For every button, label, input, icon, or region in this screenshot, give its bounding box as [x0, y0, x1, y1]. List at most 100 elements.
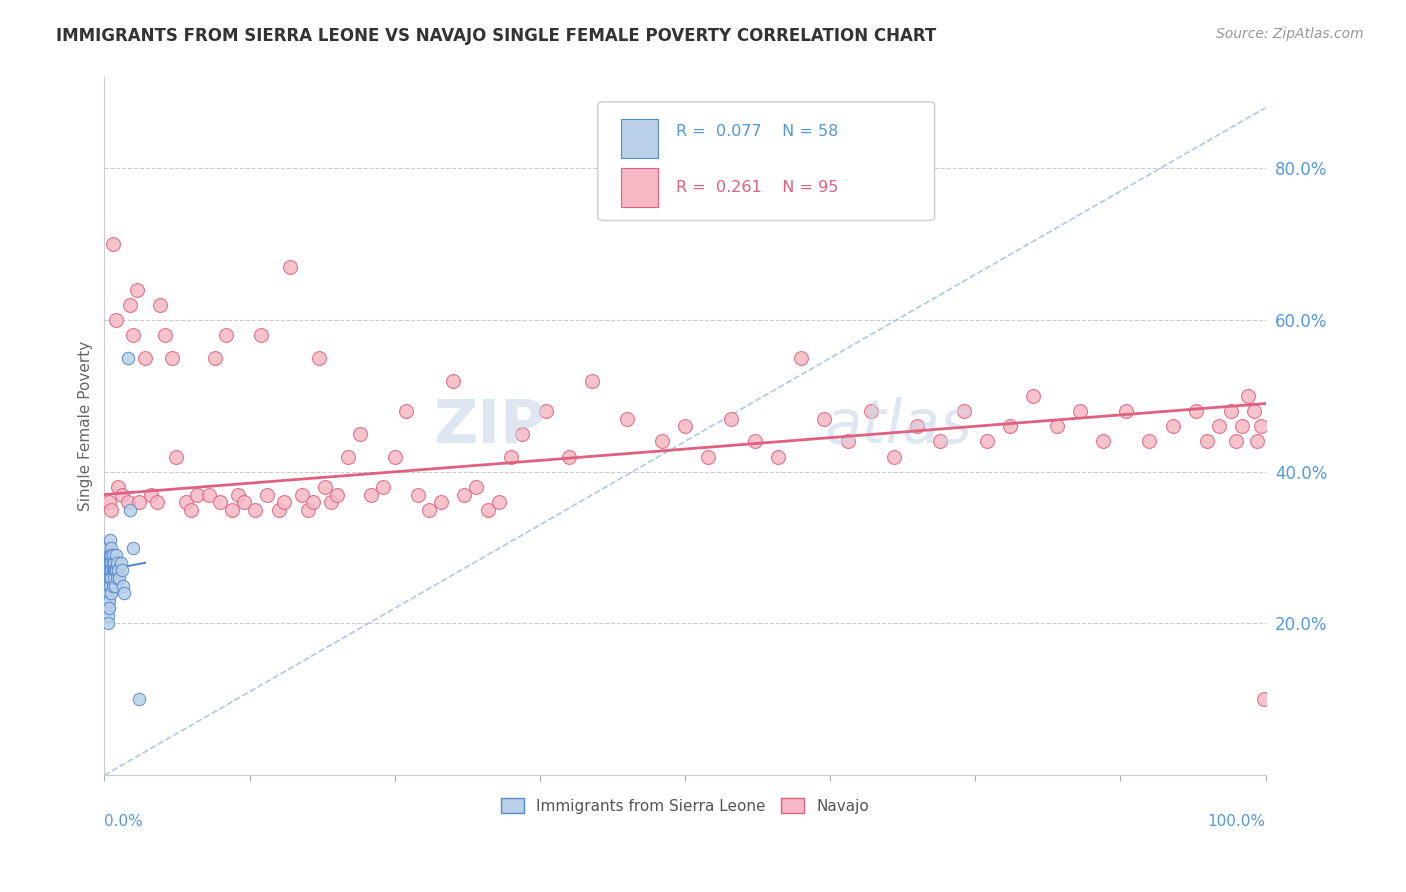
Point	[103, 563, 125, 577]
Point	[267, 502, 290, 516]
Point	[96, 593, 118, 607]
Point	[430, 495, 453, 509]
Point	[1232, 419, 1254, 434]
Point	[180, 502, 202, 516]
Point	[1185, 404, 1208, 418]
Point	[477, 502, 499, 516]
Point	[859, 404, 882, 418]
Point	[97, 563, 120, 577]
Point	[100, 571, 122, 585]
Point	[1022, 389, 1045, 403]
Point	[103, 556, 125, 570]
Point	[1091, 434, 1114, 449]
Point	[101, 556, 124, 570]
Point	[651, 434, 673, 449]
Point	[1253, 692, 1275, 706]
Point	[98, 563, 121, 577]
Point	[97, 556, 120, 570]
Point	[107, 480, 129, 494]
Point	[616, 411, 638, 425]
Point	[98, 548, 121, 562]
Point	[349, 426, 371, 441]
Point	[1115, 404, 1137, 418]
Point	[1237, 389, 1260, 403]
Point	[1161, 419, 1184, 434]
Point	[291, 487, 314, 501]
Point	[107, 563, 129, 577]
Point	[221, 502, 243, 516]
Point	[165, 450, 187, 464]
Point	[101, 548, 124, 562]
Point	[441, 374, 464, 388]
Point	[98, 495, 121, 509]
Point	[813, 411, 835, 425]
Point	[976, 434, 998, 449]
Point	[98, 571, 121, 585]
Point	[558, 450, 581, 464]
Bar	[621, 169, 658, 207]
Point	[112, 586, 135, 600]
Point	[97, 608, 120, 623]
Y-axis label: Single Female Poverty: Single Female Poverty	[79, 341, 93, 511]
Point	[929, 434, 952, 449]
Point	[105, 556, 128, 570]
Point	[371, 480, 394, 494]
FancyBboxPatch shape	[598, 102, 935, 220]
Point	[96, 578, 118, 592]
Point	[1197, 434, 1219, 449]
Point	[952, 404, 974, 418]
Point	[122, 328, 145, 343]
Point	[104, 313, 127, 327]
Point	[100, 563, 122, 577]
Point	[97, 586, 120, 600]
Text: R =  0.261    N = 95: R = 0.261 N = 95	[676, 180, 838, 195]
Point	[96, 556, 118, 570]
Point	[1045, 419, 1067, 434]
Point	[111, 487, 134, 501]
Point	[673, 419, 696, 434]
Point	[226, 487, 249, 501]
Point	[308, 351, 330, 365]
Point	[98, 556, 121, 570]
Point	[174, 495, 197, 509]
Point	[98, 548, 121, 562]
Point	[790, 351, 813, 365]
Text: ZIP: ZIP	[433, 397, 546, 456]
Point	[139, 487, 162, 501]
Point	[1219, 404, 1241, 418]
Point	[101, 563, 124, 577]
Bar	[621, 120, 658, 158]
Point	[1250, 419, 1272, 434]
Point	[256, 487, 278, 501]
Point	[198, 487, 221, 501]
Point	[117, 351, 139, 365]
Point	[998, 419, 1021, 434]
Point	[97, 541, 120, 555]
Point	[108, 571, 131, 585]
Point	[384, 450, 406, 464]
Text: 0.0%: 0.0%	[104, 814, 143, 829]
Point	[128, 495, 150, 509]
Point	[883, 450, 905, 464]
Point	[325, 487, 347, 501]
Point	[395, 404, 418, 418]
Point	[250, 328, 273, 343]
Point	[98, 571, 121, 585]
Point	[128, 692, 150, 706]
Point	[160, 351, 183, 365]
Point	[100, 548, 122, 562]
Point	[766, 450, 789, 464]
Point	[905, 419, 928, 434]
Point	[104, 563, 127, 577]
Point	[117, 495, 139, 509]
Point	[360, 487, 382, 501]
Point	[153, 328, 176, 343]
Point	[149, 298, 172, 312]
Point	[98, 593, 121, 607]
Point	[209, 495, 232, 509]
Point	[465, 480, 488, 494]
Point	[215, 328, 238, 343]
Point	[101, 237, 124, 252]
Point	[96, 571, 118, 585]
Legend: Immigrants from Sierra Leone, Navajo: Immigrants from Sierra Leone, Navajo	[495, 791, 875, 820]
